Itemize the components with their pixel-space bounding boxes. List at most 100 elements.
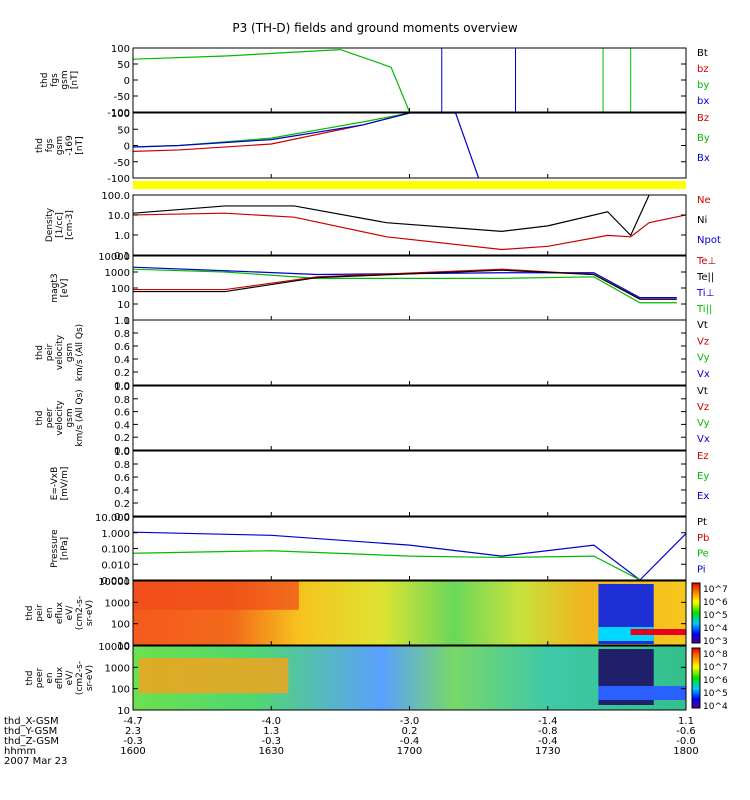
colorbar-label: 10^4 [703, 624, 728, 634]
xaxis-zgsm: -0.0 [676, 736, 696, 747]
series-fgs-by [132, 48, 411, 113]
ylabel-line: thd [25, 671, 35, 686]
ytick-label: 0.2 [114, 368, 130, 379]
xaxis-ygsm: -0.8 [538, 726, 558, 737]
ylabel-line: peer [35, 667, 45, 688]
ylabel-line: E=-VxB [50, 467, 60, 501]
ytick-label: 10000 [98, 577, 130, 588]
ytick-label: 0.6 [114, 473, 130, 484]
colorbar-label: 10^5 [703, 689, 728, 699]
ylabel-line: [nT] [75, 136, 85, 154]
ytick-label: 100 [111, 44, 130, 55]
ytick-label: 10.000 [95, 513, 130, 524]
legend-peir_vel: Vx [697, 369, 710, 380]
ytick-label: 0.0 [114, 381, 130, 392]
ytick-label: 0.8 [114, 460, 130, 471]
ytick-label: 1.0 [114, 316, 130, 327]
xaxis-row-label: thd_Y-GSM [4, 726, 57, 737]
ylabel-line: peer [45, 407, 55, 428]
xaxis-ygsm: 2.3 [125, 726, 141, 737]
ylabel-line: velocity [55, 400, 65, 436]
ytick-label: 0 [124, 76, 130, 87]
ytick-label: 0.0 [114, 446, 130, 457]
ytick-label: 10 [117, 300, 130, 311]
xaxis-row-label: 2007 Mar 23 [4, 756, 67, 767]
legend-fgs: bz [697, 64, 709, 75]
ion-spectrogram-hot [133, 581, 299, 610]
ytick-label: 0.8 [114, 329, 130, 340]
ytick-label: 10000 [98, 252, 130, 263]
ylabel-line: eflux [55, 666, 65, 689]
electron-spectrogram-low [598, 686, 686, 700]
colorbar-label: 10^7 [703, 663, 728, 673]
ytick-label: 0.4 [114, 486, 130, 497]
xaxis-zgsm: -0.3 [123, 736, 143, 747]
legend-fgl: Bx [697, 153, 710, 164]
frames-layer [132, 47, 701, 711]
ylabel-line: [mV/m] [60, 467, 70, 501]
xaxis-row-label: thd_Z-GSM [4, 736, 59, 747]
series-temp-Te|| [133, 269, 677, 300]
ytick-label: 100 [111, 284, 130, 295]
legend-temp: Te⊥ [696, 256, 716, 267]
legend-density: Npot [697, 235, 721, 246]
xaxis-xgsm: 1.1 [678, 716, 694, 727]
xaxis-xgsm: -4.0 [261, 716, 281, 727]
ylabel-line: eflux [55, 601, 65, 624]
colorbar-label: 10^6 [703, 676, 728, 686]
panel-frame-fgl [132, 112, 687, 179]
xaxis-xgsm: -3.0 [400, 716, 420, 727]
legend-fgl: Bz [697, 113, 709, 124]
ylabel-line: thd [35, 138, 45, 153]
ytick-label: -100 [107, 174, 130, 185]
legend-peir_vel: Vy [697, 353, 710, 364]
ylabel-line: gsm [60, 70, 70, 89]
ytick-label: 0.2 [114, 499, 130, 510]
series-fgl-Bx [132, 112, 480, 179]
ytick-label: 0.0 [114, 512, 130, 523]
ytick-label: 0.6 [114, 342, 130, 353]
ylabel-line: km/s (All Qs) [75, 389, 85, 446]
ytick-label: 0.010 [101, 560, 130, 571]
panel-frame-pressure [132, 516, 687, 581]
legend-peer_vel: Vx [697, 434, 710, 445]
ylabel-line: [nT] [70, 71, 80, 89]
ytick-label: 100 [111, 109, 130, 120]
ylabel-line: magt3 [50, 273, 60, 302]
ytick-label: 1000 [105, 598, 130, 609]
colorbar-label: 10^8 [703, 650, 728, 660]
ytick-label: 100 [111, 620, 130, 631]
ylabel-line: Pressure [50, 529, 60, 568]
legend-pressure: Pi [697, 564, 706, 575]
legend-fgl: By [697, 133, 710, 144]
xaxis-ygsm: 0.2 [402, 726, 418, 737]
colorbar-elec_spec [691, 647, 701, 709]
xaxis-hhmm: 1730 [535, 746, 560, 757]
ylabel-line: peir [45, 343, 55, 361]
series-pressure-Pe [132, 550, 686, 581]
legend-pressure: Pt [697, 517, 707, 528]
ytick-label: 0.001 [101, 576, 130, 587]
legend-temp: Ti|| [696, 304, 712, 315]
legend-peer_vel: Vy [697, 418, 710, 429]
chart-title: P3 (TH-D) fields and ground moments over… [232, 21, 517, 35]
series-density-Ni [132, 194, 650, 237]
ylabel-line: sr-eV) [85, 600, 95, 626]
ylabel-line: eV/ [65, 605, 75, 621]
ylabel-line: (cm2-s- [75, 596, 85, 630]
ylabel-line: peir [35, 604, 45, 622]
ylabel-line: (cm2-s- [75, 661, 85, 695]
ylabel-line: Density [45, 207, 55, 242]
status-bar [133, 181, 686, 189]
legend-fgs: Bt [697, 48, 708, 59]
ytick-label: 10000 [98, 642, 130, 653]
ylabel-line: gsm [55, 136, 65, 155]
ylabel-line: km/s (All Qs) [75, 324, 85, 381]
legend-fgs: by [697, 80, 709, 91]
ytick-label: 1 [124, 316, 130, 327]
legend-efield: Ex [697, 491, 709, 502]
ytick-label: -50 [114, 158, 130, 169]
ylabel-line: gsm [65, 408, 75, 427]
ytick-label: 10 [117, 641, 130, 652]
